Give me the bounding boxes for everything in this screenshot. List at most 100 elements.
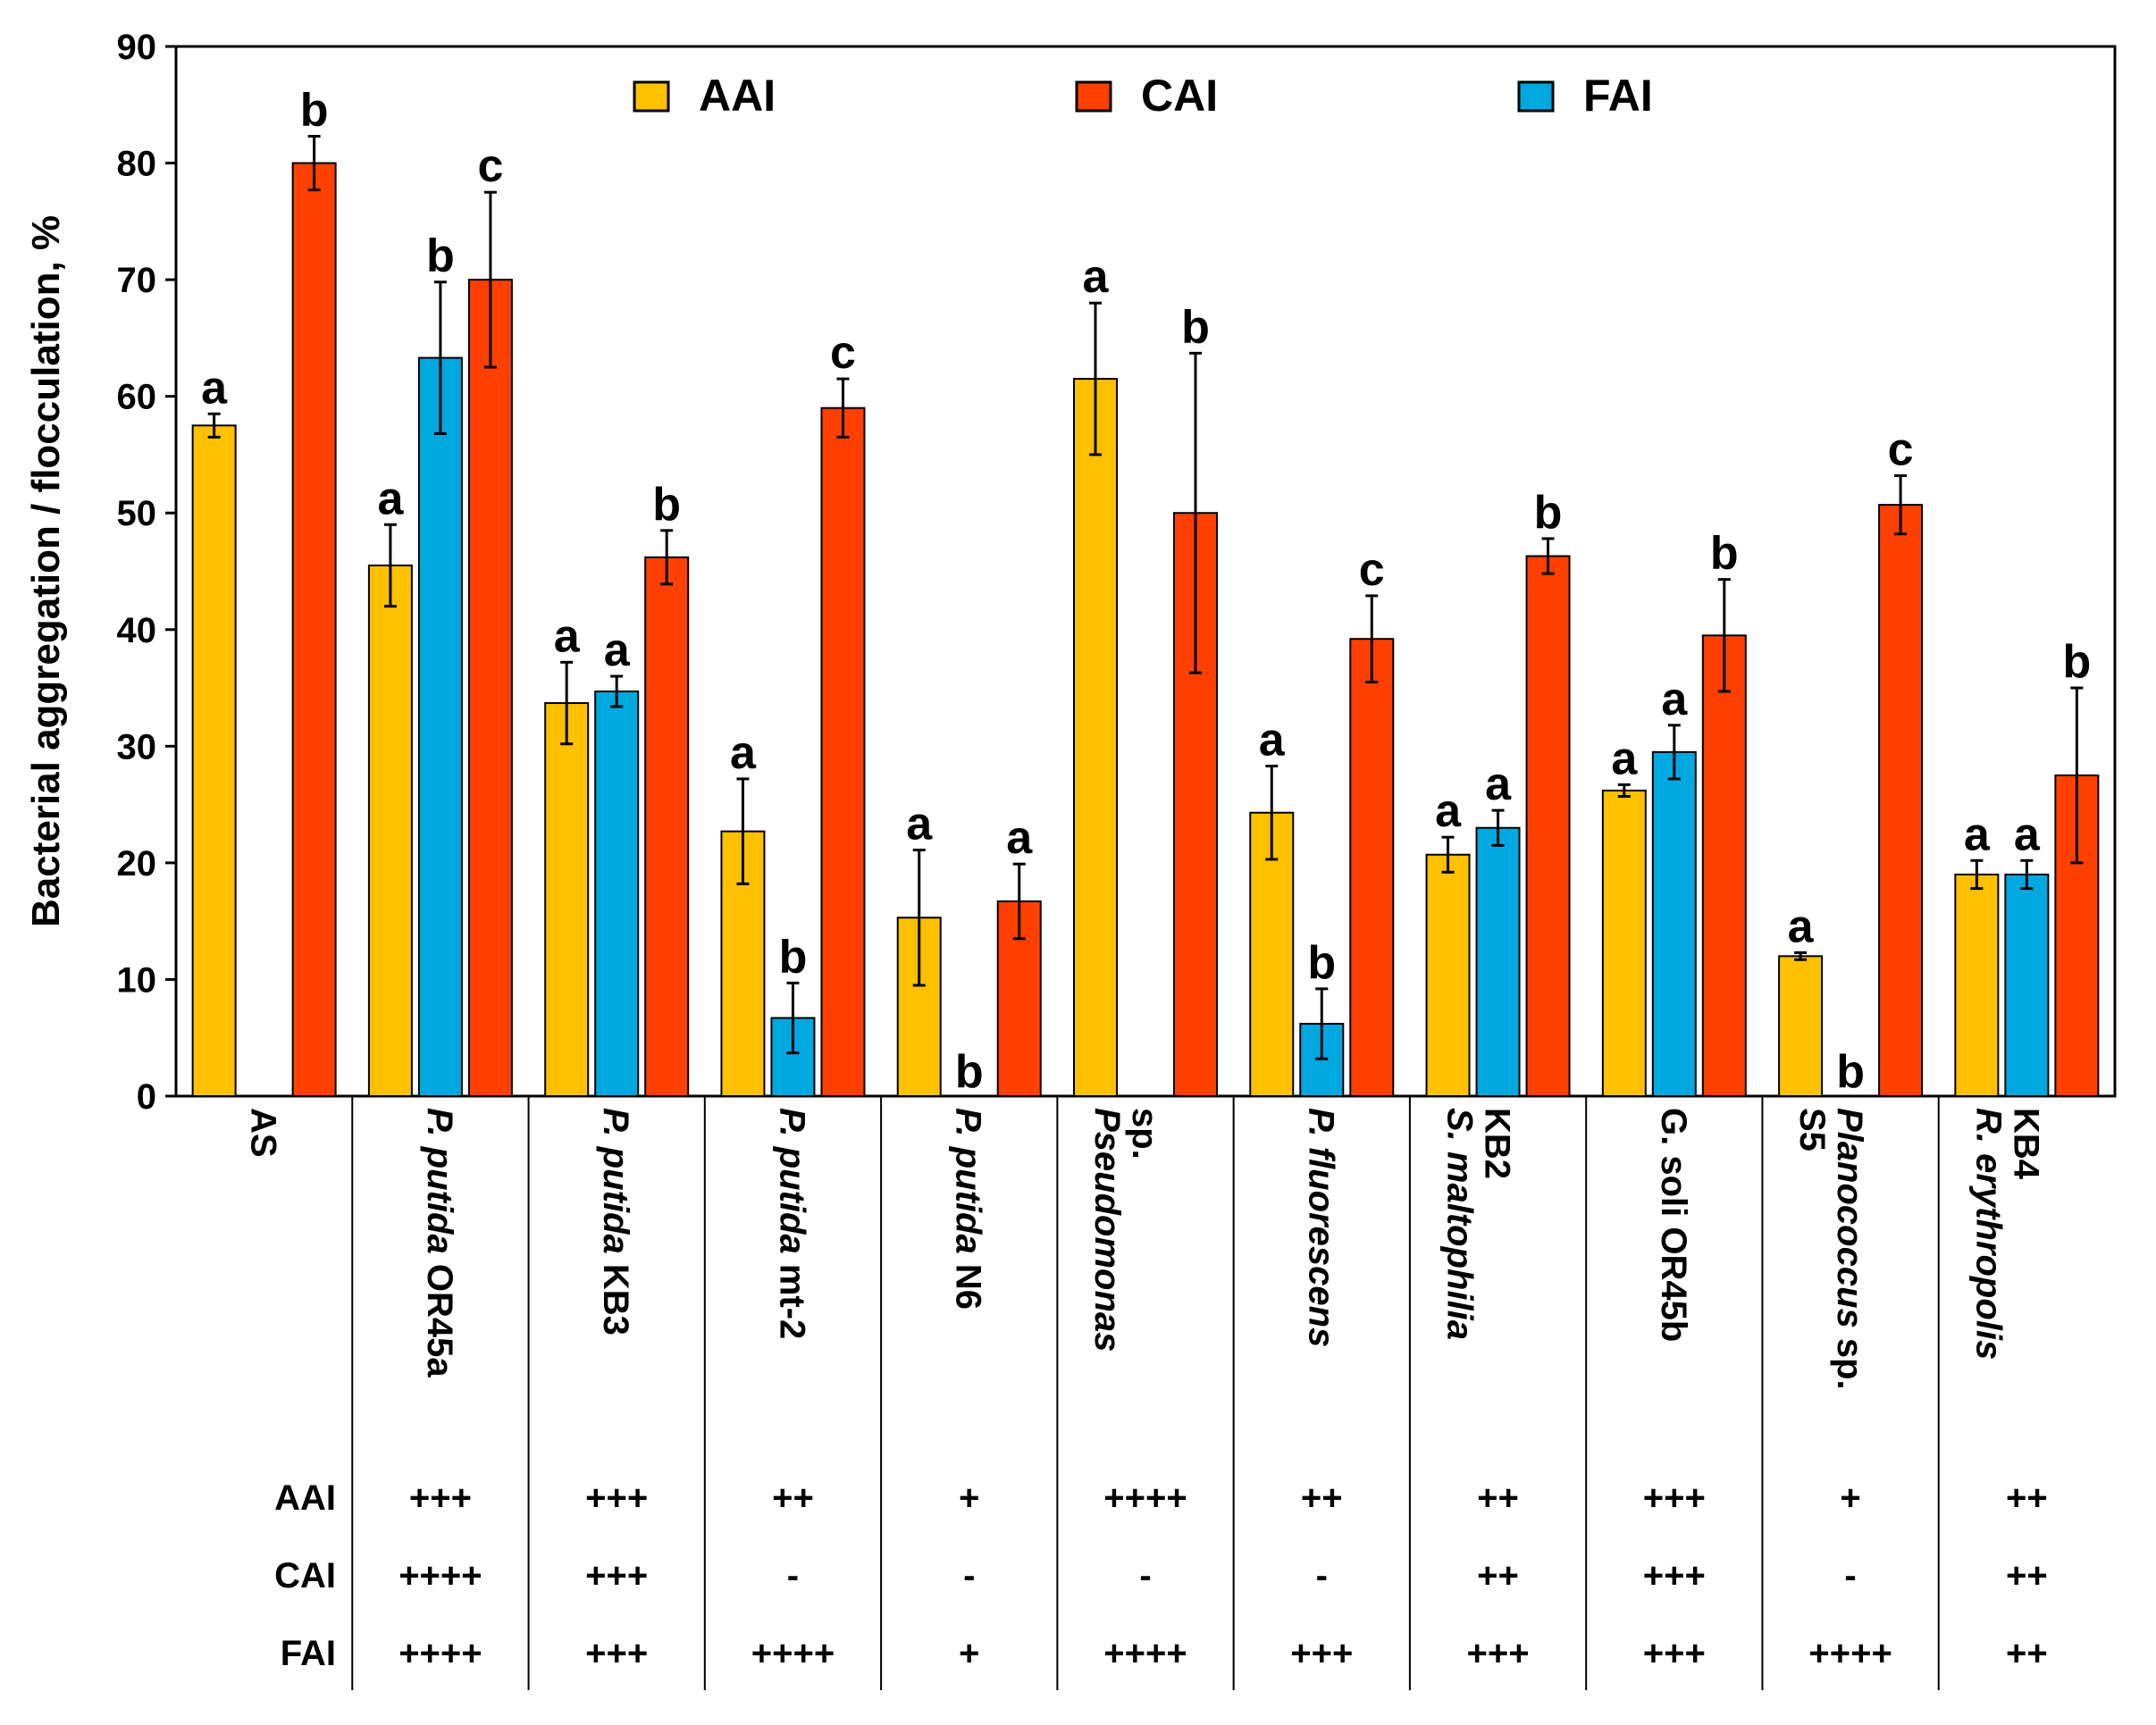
bar-fai (2004, 873, 2050, 1098)
category-label-text: P. putida KB3 (596, 1108, 635, 1336)
significance-letter: a (554, 610, 581, 662)
significance-letter: a (1485, 758, 1512, 810)
category-label: P. fluorescens (1301, 1108, 1340, 1347)
category-label: P. putida mt-2 (772, 1108, 811, 1339)
table-cell: ++++ (398, 1556, 482, 1595)
significance-letter: a (1083, 251, 1110, 303)
legend-label-fai: FAI (1583, 71, 1653, 121)
y-tick-label: 60 (117, 378, 157, 417)
bar-cai (1525, 555, 1571, 1097)
category-label-plain: N6 (949, 1254, 988, 1310)
table-cell: - (1139, 1556, 1151, 1595)
category-label-italic: Pseudomonas (1087, 1108, 1127, 1352)
table-cell: ++ (1301, 1478, 1343, 1518)
bar-aai (367, 564, 413, 1097)
significance-letter: b (1836, 1046, 1865, 1098)
significance-letter: b (1534, 487, 1563, 539)
table-cell: +++ (585, 1478, 648, 1518)
bar-fai (1475, 826, 1521, 1097)
y-tick-label: 70 (117, 261, 157, 300)
significance-letter: b (2062, 636, 2091, 688)
significance-letter: c (477, 140, 503, 192)
bar-aai (191, 424, 237, 1097)
table-cell: - (1844, 1556, 1856, 1595)
bar-cai (1349, 638, 1395, 1097)
table-cell: +++ (1643, 1634, 1706, 1673)
category-label-text: G. soli OR45b (1654, 1108, 1693, 1342)
significance-letter: a (730, 727, 757, 779)
significance-letter: a (1964, 808, 1991, 860)
table-cell: - (1316, 1556, 1328, 1595)
legend-label-aai: AAI (699, 71, 776, 121)
table-cell: ++ (2006, 1478, 2048, 1518)
category-label-italic: S. maltophilia (1440, 1108, 1480, 1340)
bar-cai (467, 279, 513, 1098)
significance-letter: a (1435, 785, 1462, 837)
category-label: P. putida KB3 (596, 1108, 635, 1336)
category-label-line: S5 (1792, 1108, 1832, 1151)
y-tick-label: 90 (117, 28, 157, 67)
category-label: G. soli OR45b (1654, 1108, 1693, 1342)
table-cell: ++ (1477, 1478, 1519, 1518)
table-cell: ++++ (398, 1634, 482, 1673)
category-label-plain: KB3 (596, 1254, 635, 1336)
y-tick-label: 80 (117, 145, 157, 184)
category-label-plain: OR45a (420, 1254, 459, 1378)
significance-letter: a (1611, 733, 1638, 784)
significance-letter: c (1888, 423, 1914, 475)
category-label-plain: KB2 (1478, 1108, 1517, 1179)
y-tick-label: 0 (137, 1077, 156, 1117)
bar-fai (417, 356, 463, 1098)
bar-aai (1778, 955, 1824, 1098)
table-row-label: CAI (274, 1556, 336, 1595)
table-cell: + (959, 1634, 979, 1673)
bar-aai (1954, 873, 2000, 1098)
bar-aai (1601, 789, 1647, 1097)
legend-swatch-cai (1075, 80, 1112, 113)
significance-letter: b (1710, 528, 1739, 580)
category-label-line: Planococcus sp. (1830, 1108, 1869, 1390)
table-cell: ++++ (1808, 1634, 1892, 1673)
table-row-label: FAI (281, 1634, 336, 1673)
legend-swatch-fai (1517, 80, 1555, 113)
category-label-italic: P. fluorescens (1301, 1108, 1340, 1347)
category-label: P. putida N6 (949, 1108, 988, 1310)
table-cell: ++++ (1103, 1478, 1187, 1518)
bars-layer (191, 135, 2100, 1098)
y-axis-title: Bacterial aggregation / flocculation, % (24, 215, 68, 927)
significance-letter: c (1359, 544, 1385, 596)
category-label-italic: R. erythropolis (1968, 1108, 2008, 1360)
significance-letter: a (2014, 808, 2041, 860)
category-label-text: P. putida OR45a (420, 1108, 459, 1377)
y-tick-label: 50 (117, 494, 157, 533)
category-label-italic: P. putida (949, 1108, 988, 1254)
significance-letter: b (1181, 301, 1210, 353)
category-label-plain: mt-2 (772, 1254, 811, 1340)
table-cell: ++ (2006, 1556, 2048, 1595)
table-cell: +++ (585, 1634, 648, 1673)
category-label-text: P. putida N6 (949, 1108, 988, 1310)
plot-frame (174, 45, 2117, 1098)
category-label-text: P. fluorescens (1301, 1108, 1340, 1347)
legend-label-cai: CAI (1141, 71, 1218, 121)
table-cell: - (787, 1556, 799, 1595)
significance-letter: a (604, 624, 631, 676)
category-label-italic: P. putida (596, 1108, 635, 1254)
bar-cai (1701, 634, 1747, 1097)
significance-letter: a (1788, 900, 1815, 952)
table-cell: +++ (409, 1478, 472, 1518)
table-row-label: AAI (274, 1478, 336, 1518)
bar-fai (594, 690, 640, 1097)
table-cell: +++ (1290, 1634, 1353, 1673)
y-tick-label: 10 (117, 960, 157, 1000)
category-label-plain: AS (244, 1108, 283, 1158)
category-label-text: P. putida mt-2 (772, 1108, 811, 1339)
table-cell: +++ (1643, 1556, 1706, 1595)
bar-cai (291, 162, 337, 1098)
table-cell: +++ (585, 1556, 648, 1595)
